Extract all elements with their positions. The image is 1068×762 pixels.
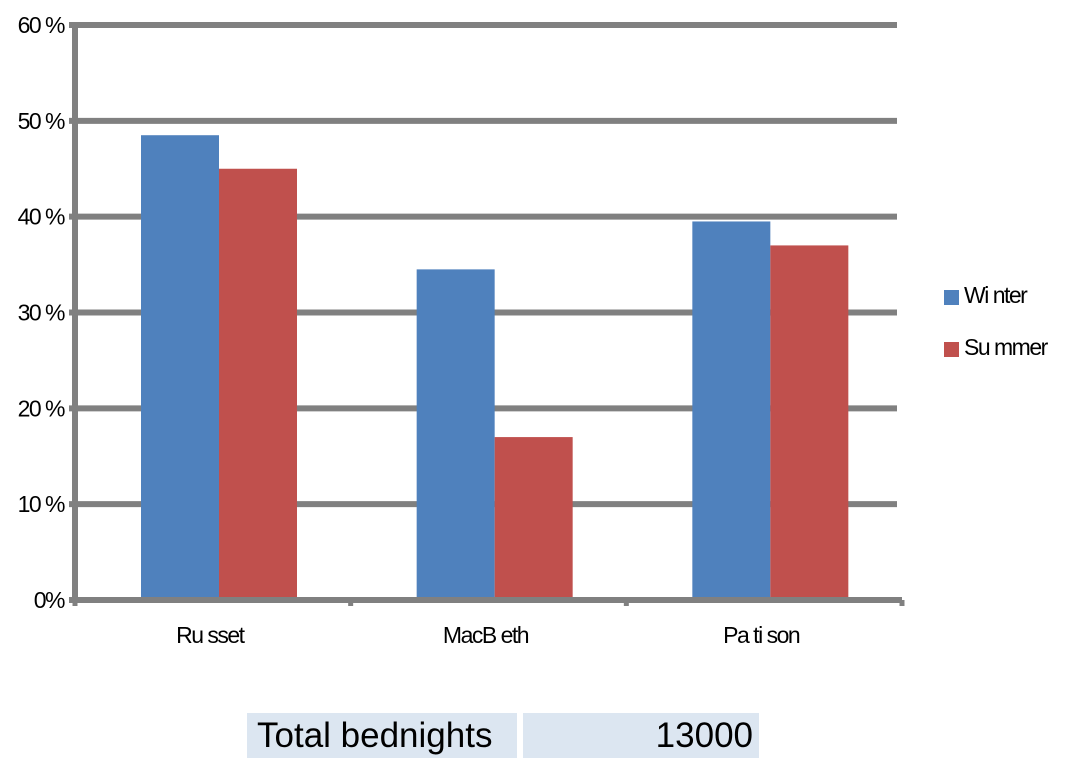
axes — [69, 22, 905, 606]
bar-summer — [219, 168, 297, 600]
total-bednights-value: 13000 — [523, 713, 759, 758]
y-tick-label: 10 % — [18, 491, 65, 517]
y-tick-label: 60 % — [18, 12, 65, 38]
legend-label-summer: Su mmer — [964, 334, 1049, 360]
y-tick-label: 50 % — [18, 108, 65, 134]
legend-label-winter: Wi nter — [964, 282, 1028, 308]
x-tick-label: MacB eth — [443, 622, 529, 648]
total-bednights-table: Total bednights 13000 — [247, 713, 759, 758]
y-tick-label: 30 % — [18, 300, 65, 326]
y-tick-label: 40 % — [18, 204, 65, 230]
legend: Wi nter Su mmer — [944, 282, 1050, 360]
bar-winter — [416, 269, 495, 600]
axis-labels: 0% 10 % 20 % 30 % 40 % 50 % 60 % Ru sset MacB et… — [18, 12, 802, 648]
bars — [141, 135, 849, 601]
total-bednights-label: Total bednights — [247, 713, 517, 758]
bar-winter — [692, 221, 771, 601]
bar-summer — [770, 245, 849, 600]
y-tick-label: 20 % — [18, 395, 65, 421]
bar-summer — [494, 437, 573, 600]
legend-swatch-summer — [944, 342, 959, 357]
bar-chart: 0% 10 % 20 % 30 % 40 % 50 % 60 % Ru sset MacB et… — [18, 12, 1051, 648]
x-tick-label: Pa ti son — [723, 622, 800, 648]
legend-swatch-winter — [944, 290, 959, 305]
x-tick-label: Ru sset — [176, 622, 246, 648]
bar-winter — [141, 135, 219, 601]
y-tick-label: 0% — [34, 587, 65, 613]
